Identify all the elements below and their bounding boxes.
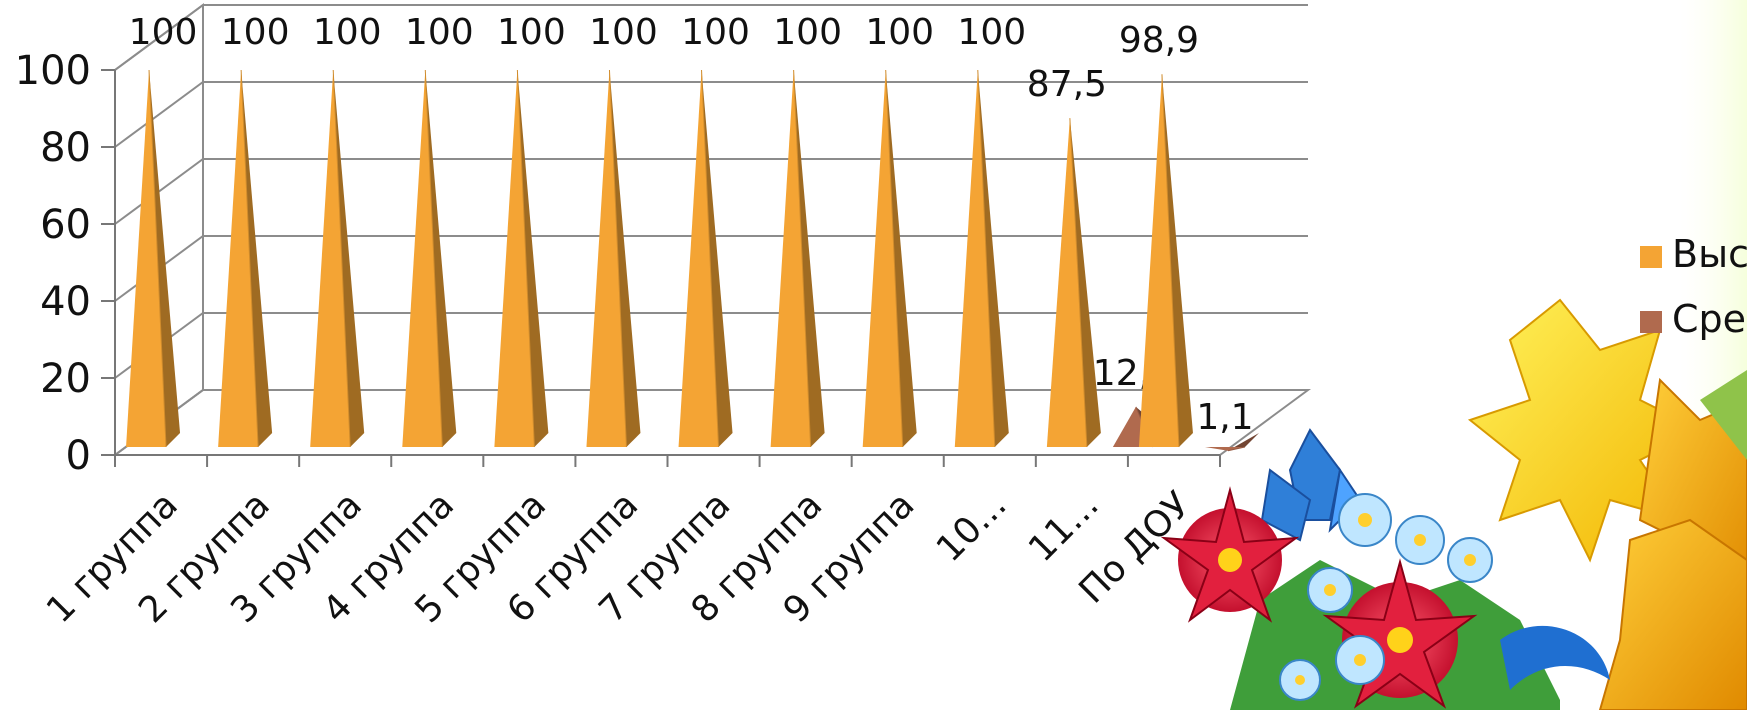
x-category-label: 11... bbox=[1021, 484, 1107, 570]
data-label: 98,9 bbox=[1119, 20, 1199, 61]
data-label: 100 bbox=[497, 12, 566, 53]
data-label: 100 bbox=[129, 12, 198, 53]
bar-vysokiy-side bbox=[609, 70, 641, 447]
bar-vysokiy bbox=[954, 70, 995, 447]
bar-vysokiy bbox=[126, 70, 167, 447]
bar-vysokiy bbox=[862, 70, 903, 447]
bar-vysokiy bbox=[310, 70, 351, 447]
y-tick-label: 0 bbox=[66, 433, 91, 479]
bar-vysokiy-edge bbox=[516, 69, 535, 448]
bar-sredniy bbox=[1204, 447, 1245, 451]
bar-vysokiy-edge bbox=[332, 69, 351, 448]
data-label: 100 bbox=[589, 12, 658, 53]
bar-vysokiy-side bbox=[149, 70, 181, 447]
data-label: 1,1 bbox=[1196, 397, 1253, 438]
data-label: 100 bbox=[221, 12, 290, 53]
legend-swatch bbox=[1640, 311, 1662, 333]
y-tick-label: 40 bbox=[40, 279, 91, 325]
data-label: 100 bbox=[957, 12, 1026, 53]
bar-vysokiy-edge bbox=[977, 69, 996, 448]
bar-vysokiy-side bbox=[425, 70, 457, 447]
bar-vysokiy-side bbox=[1161, 74, 1193, 448]
bar-vysokiy-edge bbox=[1069, 118, 1088, 448]
y-tick-label: 100 bbox=[15, 48, 91, 94]
bar-vysokiy bbox=[1046, 118, 1087, 447]
legend-swatch bbox=[1640, 246, 1662, 268]
bar-vysokiy-side bbox=[885, 70, 917, 447]
data-label: 100 bbox=[681, 12, 750, 53]
bar-vysokiy-edge bbox=[240, 69, 259, 448]
bar-vysokiy-edge bbox=[424, 69, 443, 448]
bar-sredniy-edge bbox=[1227, 446, 1246, 452]
bar-vysokiy-edge bbox=[793, 69, 812, 448]
y-tick-label: 80 bbox=[40, 125, 91, 171]
bar-vysokiy-side bbox=[701, 70, 733, 447]
bar-vysokiy-side bbox=[333, 70, 365, 447]
y-tick-label: 60 bbox=[40, 202, 91, 248]
bar-vysokiy-edge bbox=[885, 69, 904, 448]
bar-vysokiy-side bbox=[517, 70, 549, 447]
bar-vysokiy-edge bbox=[608, 69, 627, 448]
gridline bbox=[114, 81, 1308, 148]
bar-vysokiy-side bbox=[241, 70, 273, 447]
data-label: 100 bbox=[405, 12, 474, 53]
legend-label: Высокий bbox=[1672, 232, 1747, 276]
bar-vysokiy bbox=[494, 70, 535, 447]
bar-vysokiy-edge bbox=[1161, 74, 1180, 448]
gridline bbox=[114, 4, 1308, 71]
bar-sredniy-side bbox=[1227, 433, 1259, 451]
data-label: 100 bbox=[313, 12, 382, 53]
data-label: 100 bbox=[865, 12, 934, 53]
bar-vysokiy bbox=[586, 70, 627, 447]
data-label: 87,5 bbox=[1027, 64, 1107, 105]
bar-vysokiy bbox=[678, 70, 719, 447]
legend-label: Средний bbox=[1672, 297, 1747, 341]
autumn-bouquet-illustration bbox=[1160, 298, 1747, 710]
bar-vysokiy-side bbox=[793, 70, 825, 447]
bar-vysokiy-side bbox=[977, 70, 1009, 447]
bar-vysokiy bbox=[218, 70, 259, 447]
bar-vysokiy-side bbox=[1069, 118, 1101, 447]
data-label: 100 bbox=[773, 12, 842, 53]
bar-vysokiy bbox=[402, 70, 443, 447]
bar-vysokiy bbox=[1138, 74, 1179, 448]
bar-vysokiy-edge bbox=[148, 69, 167, 448]
bar-vysokiy bbox=[770, 70, 811, 447]
y-tick-label: 20 bbox=[40, 356, 91, 402]
x-category-label: 10... bbox=[929, 484, 1015, 570]
bar-vysokiy-edge bbox=[701, 69, 720, 448]
legend: Высокий Средний bbox=[1640, 232, 1747, 341]
